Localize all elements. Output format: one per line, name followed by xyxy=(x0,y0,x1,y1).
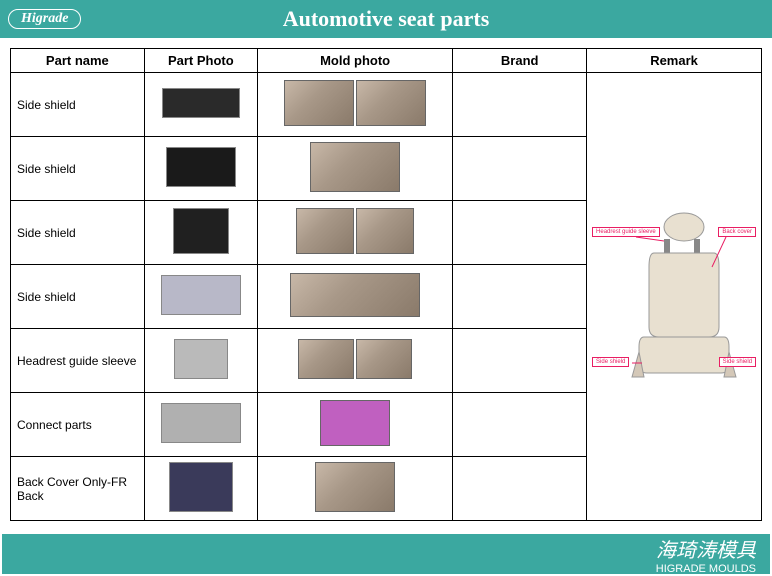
mold-photo-cell xyxy=(257,137,452,201)
part-photo-placeholder xyxy=(166,147,236,187)
brand-cell xyxy=(453,265,587,329)
part-photo-placeholder xyxy=(173,208,229,254)
part-photo-cell xyxy=(144,329,257,393)
logo: Higrade xyxy=(8,9,81,29)
header-bar: Higrade Automotive seat parts xyxy=(0,0,772,38)
footer-bar: 海琦涛模具 HIGRADE MOULDS xyxy=(2,534,770,574)
part-photo-placeholder xyxy=(174,339,228,379)
part-photo-cell xyxy=(144,265,257,329)
table-row: Side shield Headrest guide sleeveBack co… xyxy=(11,73,762,137)
col-header: Brand xyxy=(453,49,587,73)
col-header: Mold photo xyxy=(257,49,452,73)
mold-photo-cell xyxy=(257,457,452,521)
footer-brand-en: HIGRADE MOULDS xyxy=(656,563,756,575)
col-header: Part name xyxy=(11,49,145,73)
part-name-cell: Side shield xyxy=(11,73,145,137)
seat-callout: Side shield xyxy=(592,357,629,367)
footer-brand: 海琦涛模具 HIGRADE MOULDS xyxy=(656,534,756,575)
mold-photo-placeholder xyxy=(356,208,414,254)
brand-cell xyxy=(453,201,587,265)
part-photo-placeholder xyxy=(162,88,240,118)
remark-cell: Headrest guide sleeve Back cover Side shie… xyxy=(587,73,762,521)
part-photo-placeholder xyxy=(161,275,241,315)
part-photo-placeholder xyxy=(169,462,233,512)
mold-photo-cell xyxy=(257,265,452,329)
mold-photo-cell xyxy=(257,201,452,265)
part-photo-cell xyxy=(144,73,257,137)
part-name-cell: Back Cover Only-FR Back xyxy=(11,457,145,521)
page-title: Automotive seat parts xyxy=(283,6,490,32)
mold-photo-placeholder xyxy=(298,339,354,379)
part-photo-cell xyxy=(144,137,257,201)
mold-photo-placeholder xyxy=(290,273,420,317)
mold-photo-cell xyxy=(257,73,452,137)
footer-brand-cn: 海琦涛模具 xyxy=(656,534,756,563)
mold-photo-placeholder xyxy=(310,142,400,192)
part-name-cell: Headrest guide sleeve xyxy=(11,329,145,393)
mold-photo-placeholder xyxy=(284,80,354,126)
brand-cell xyxy=(453,329,587,393)
table-header-row: Part name Part Photo Mold photo Brand Re… xyxy=(11,49,762,73)
part-name-cell: Side shield xyxy=(11,137,145,201)
brand-cell xyxy=(453,393,587,457)
col-header: Part Photo xyxy=(144,49,257,73)
brand-cell xyxy=(453,137,587,201)
mold-photo-placeholder xyxy=(356,80,426,126)
mold-photo-cell xyxy=(257,393,452,457)
part-name-cell: Connect parts xyxy=(11,393,145,457)
col-header: Remark xyxy=(587,49,762,73)
mold-photo-placeholder xyxy=(356,339,412,379)
mold-photo-cell xyxy=(257,329,452,393)
seat-callout: Back cover xyxy=(718,227,756,237)
part-name-cell: Side shield xyxy=(11,265,145,329)
part-name-cell: Side shield xyxy=(11,201,145,265)
part-photo-cell xyxy=(144,393,257,457)
mold-photo-placeholder xyxy=(315,462,395,512)
mold-photo-placeholder xyxy=(296,208,354,254)
part-photo-placeholder xyxy=(161,403,241,443)
content-area: Part name Part Photo Mold photo Brand Re… xyxy=(0,38,772,531)
parts-table: Part name Part Photo Mold photo Brand Re… xyxy=(10,48,762,521)
seat-callout: Side shield xyxy=(719,357,756,367)
part-photo-cell xyxy=(144,457,257,521)
brand-cell xyxy=(453,457,587,521)
seat-diagram: Headrest guide sleeve Back cover Side shie… xyxy=(594,197,754,397)
mold-photo-placeholder xyxy=(320,400,390,446)
part-photo-cell xyxy=(144,201,257,265)
brand-cell xyxy=(453,73,587,137)
seat-callout: Headrest guide sleeve xyxy=(592,227,660,237)
